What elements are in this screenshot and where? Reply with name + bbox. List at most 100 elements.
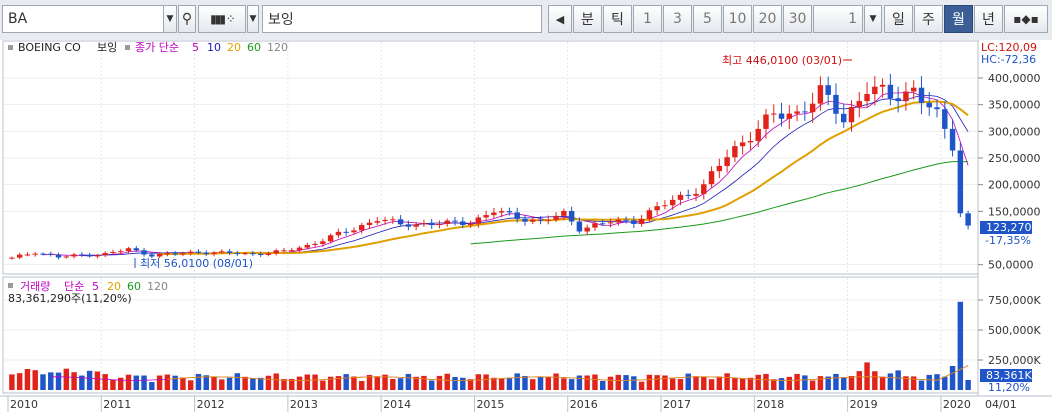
count-dropdown[interactable]: ▼	[864, 5, 882, 33]
volume-bar	[545, 376, 552, 390]
candle-body	[553, 215, 559, 220]
chart-background	[0, 40, 1052, 414]
volume-y-tick-label: 750,000K	[988, 294, 1041, 307]
candle-body	[965, 213, 971, 226]
candle-body	[125, 248, 132, 252]
volume-bar	[421, 375, 427, 390]
prev-button[interactable]: ◀	[548, 5, 572, 33]
week-button[interactable]: 주	[914, 5, 943, 33]
period-10-button[interactable]: 10	[723, 5, 752, 33]
volume-bar	[172, 375, 178, 390]
price-type-field[interactable]: 보잉	[262, 5, 542, 33]
candle-body	[887, 84, 894, 99]
volume-bar	[903, 376, 909, 390]
volume-bar	[514, 373, 520, 390]
count-input[interactable]: 1	[813, 5, 863, 33]
volume-bar	[79, 375, 85, 390]
low-annotation: 최저 56,0100 (08/01)	[134, 257, 253, 270]
candle-body	[343, 231, 349, 233]
candle-body	[257, 253, 264, 255]
candle-body	[421, 223, 427, 225]
volume-bar	[607, 376, 614, 390]
volume-bar	[195, 373, 202, 390]
volume-bar	[296, 376, 303, 390]
legend-stock-name: BOEING CO	[18, 41, 81, 54]
volume-bar	[592, 374, 598, 390]
volume-bar	[460, 377, 466, 390]
volume-bar	[483, 374, 489, 390]
candle-body	[786, 113, 793, 119]
volume-bar	[957, 301, 964, 390]
candle-body	[934, 107, 940, 110]
volume-bar	[654, 375, 660, 390]
price-legend: BOEING CO 보잉 종가 단순 5 10 20 60 120	[8, 41, 288, 54]
period-3-button[interactable]: 3	[663, 5, 692, 33]
candle-body	[195, 251, 202, 253]
candle-body	[428, 223, 435, 226]
indicator-settings-button[interactable]: ▪◆▪	[1004, 5, 1048, 33]
search-button[interactable]: ⚲	[178, 5, 196, 33]
candle-body	[40, 253, 46, 255]
period-5-button[interactable]: 5	[693, 5, 722, 33]
volume-bar	[794, 373, 800, 390]
volume-bar	[125, 374, 132, 390]
volume-bar	[452, 376, 458, 390]
volume-bar	[24, 369, 31, 390]
month-button[interactable]: 월	[944, 5, 973, 33]
candle-body	[778, 113, 785, 119]
candle-body	[86, 254, 93, 257]
candle-body	[491, 212, 497, 216]
candle-body	[646, 210, 653, 219]
volume-bar	[926, 374, 932, 390]
volume-pct-value: 11,20%	[988, 381, 1030, 394]
volume-bar	[693, 376, 699, 390]
chevron-down-icon: ▼	[249, 14, 257, 24]
candle-body	[149, 254, 155, 257]
candle-body	[359, 225, 365, 231]
volume-bar	[133, 375, 139, 390]
candle-body	[864, 94, 870, 102]
legend-marker	[8, 45, 13, 50]
volume-bar	[9, 374, 15, 390]
legend-marker	[125, 45, 130, 50]
chevron-down-icon: ▼	[869, 14, 877, 24]
candle-body	[638, 218, 645, 224]
candle-body	[872, 86, 878, 95]
search-icon: ⚲	[181, 11, 193, 27]
legend-ma-label: 종가 단순	[135, 41, 179, 54]
candle-body	[172, 253, 178, 255]
volume-bar	[895, 370, 901, 390]
stock-chart[interactable]: BOEING CO 보잉 종가 단순 5 10 20 60 120 LC:120…	[0, 40, 1052, 414]
year-button[interactable]: 년	[974, 5, 1003, 33]
volume-bar	[747, 377, 754, 390]
volume-bar	[755, 374, 761, 390]
period-30-button[interactable]: 30	[783, 5, 812, 33]
legend-ma20: 20	[227, 41, 241, 54]
candle-body	[522, 218, 528, 222]
volume-bar	[141, 375, 147, 390]
day-button[interactable]: 일	[884, 5, 913, 33]
x-tick-label: 2012	[197, 398, 225, 411]
candle-body	[545, 219, 552, 221]
legend-stock-name-kr: 보잉	[97, 41, 117, 54]
volume-bar	[708, 379, 715, 390]
minute-button[interactable]: 분	[573, 5, 602, 33]
volume-bar	[841, 377, 847, 390]
x-tick-label: 2011	[103, 398, 131, 411]
candle-body	[63, 256, 70, 258]
period-1-button[interactable]: 1	[633, 5, 662, 33]
tick-button[interactable]: 틱	[603, 5, 632, 33]
candle-body	[226, 251, 233, 253]
chart-type-button[interactable]: ▮▮▮ ⁘	[198, 5, 246, 33]
chart-type-dropdown[interactable]: ▼	[247, 5, 259, 33]
candle-body	[180, 253, 186, 255]
volume-bar	[102, 374, 108, 390]
period-20-button[interactable]: 20	[753, 5, 782, 33]
volume-legend-ma60: 60	[127, 280, 141, 293]
symbol-dropdown-button[interactable]: ▼	[163, 5, 177, 33]
candle-body	[203, 252, 209, 255]
volume-bar	[934, 374, 940, 390]
symbol-input[interactable]: BA	[2, 5, 164, 33]
candle-body	[48, 253, 54, 255]
volume-bar	[491, 377, 497, 390]
